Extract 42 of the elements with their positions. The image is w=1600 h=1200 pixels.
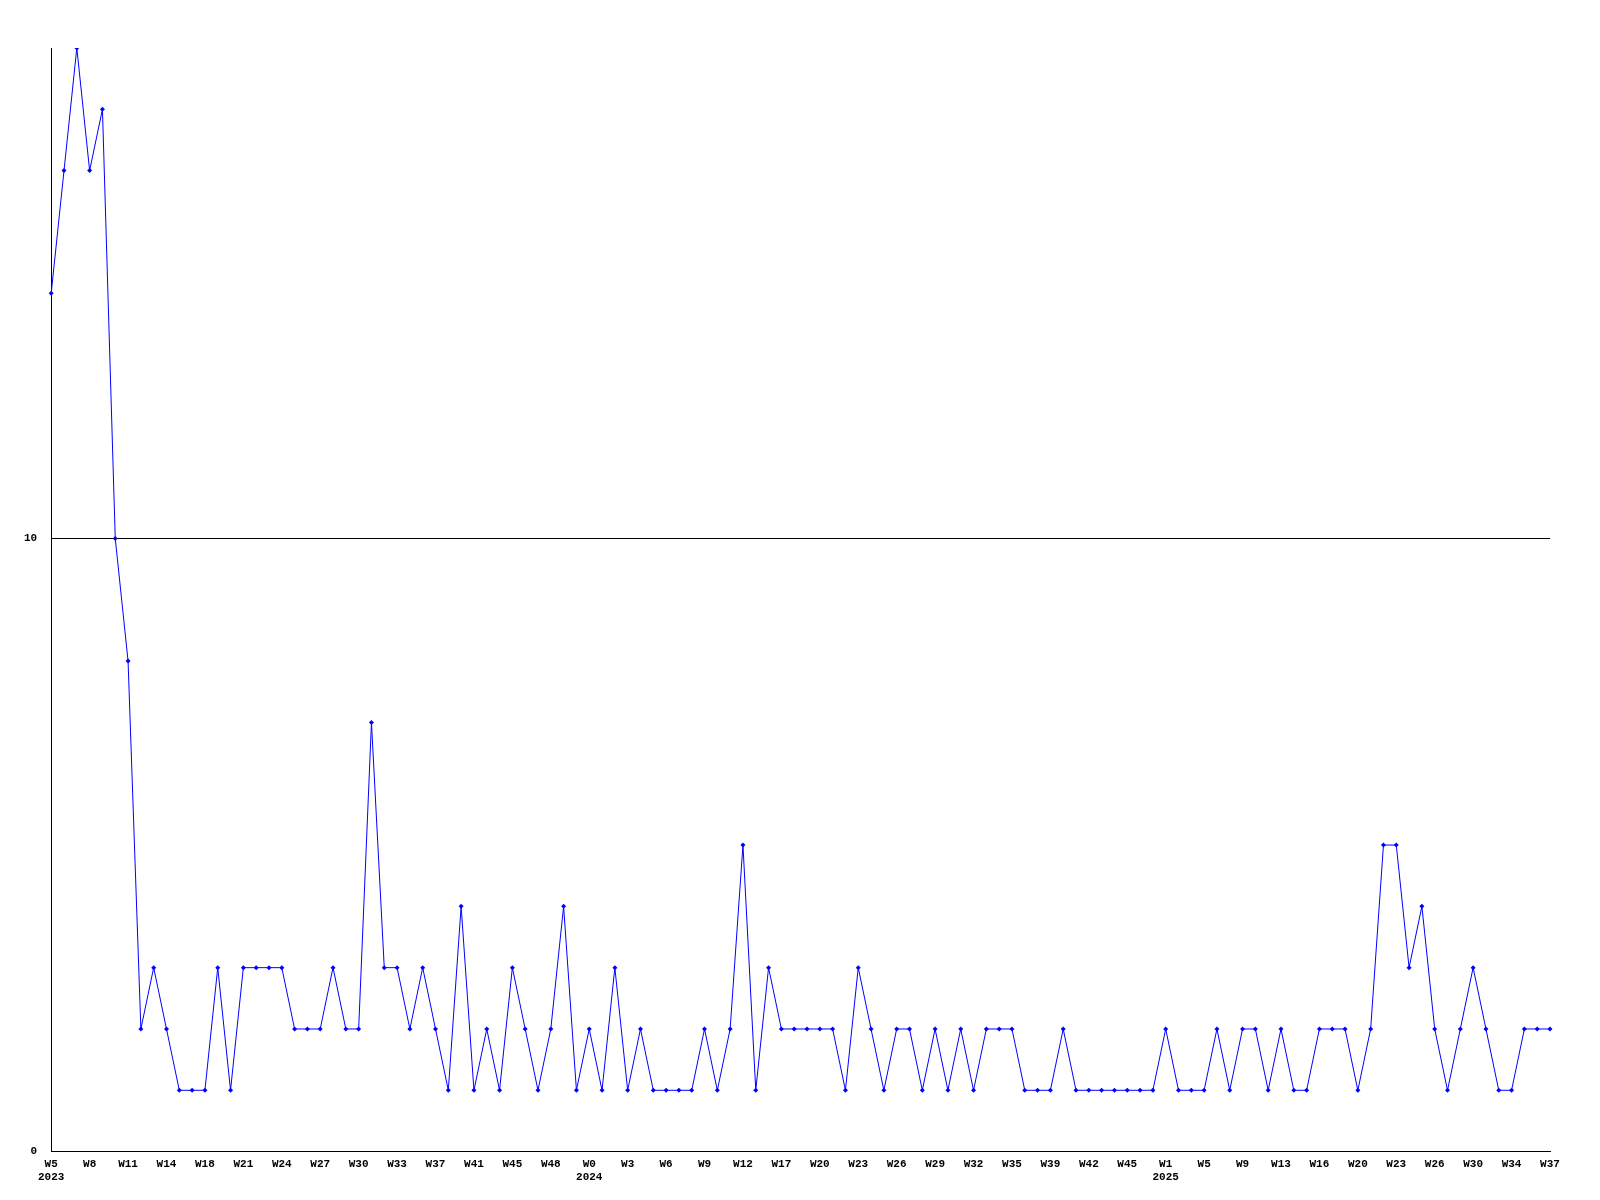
x-tick-label: W11 [118,1157,139,1170]
x-tick-label: W34 [1501,1157,1522,1170]
x-tick-label: W37 [425,1157,446,1170]
x-tick-label: W23 [1386,1157,1407,1170]
x-tick-label: W26 [886,1157,907,1170]
x-tick-label: W8 [83,1157,97,1170]
x-tick-label: W13 [1271,1157,1292,1170]
x-tick-label: W3 [621,1157,635,1170]
x-tick-label: W37 [1540,1157,1560,1170]
x-tick-label: W23 [848,1157,869,1170]
x-tick-label: W27 [310,1157,331,1170]
x-tick-label: W39 [1040,1157,1061,1170]
x-tick-label: W5 [1197,1157,1212,1170]
x-tick-label: W1 2025 [1152,1157,1180,1184]
x-tick-label: W30 [1463,1157,1484,1170]
x-tick-label: W30 [348,1157,369,1170]
x-tick-label: W20 [1347,1157,1368,1170]
x-tick-label: W48 [540,1157,562,1170]
x-tick-label: W0 2024 [576,1157,603,1184]
x-tick-label: W45 [1117,1157,1138,1170]
y-tick-label: 0 [30,1145,38,1158]
x-tick-label: W42 [1078,1157,1099,1170]
x-tick-label: W45 [502,1157,523,1170]
x-tick-label: W33 [387,1157,408,1170]
y-tick-label: 10 [24,532,38,545]
x-tick-label: W9 [697,1157,712,1170]
x-tick-label: W26 [1424,1157,1445,1170]
x-tick-label: W14 [156,1157,177,1170]
x-tick-label: W17 [771,1157,792,1170]
x-tick-label: W16 [1309,1157,1330,1170]
x-tick-label: W9 [1235,1157,1250,1170]
x-tick-label: W12 [733,1157,753,1170]
x-tick-label: W35 [1002,1157,1023,1170]
x-tick-label: W6 [659,1157,673,1170]
x-tick-label: W18 [195,1157,216,1170]
x-tick-label: W24 [271,1157,293,1170]
x-tick-label: W20 [809,1157,830,1170]
x-tick-label: W5 2023 [38,1157,65,1184]
x-tick-label: W32 [963,1157,984,1170]
x-tick-label: W29 [925,1157,946,1170]
x-tick-label: W41 [464,1157,485,1170]
x-tick-label: W21 [233,1157,254,1170]
